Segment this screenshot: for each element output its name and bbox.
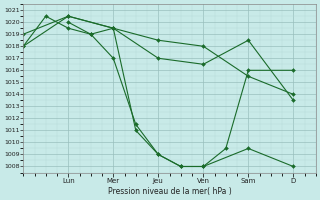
X-axis label: Pression niveau de la mer( hPa ): Pression niveau de la mer( hPa ) (108, 187, 231, 196)
